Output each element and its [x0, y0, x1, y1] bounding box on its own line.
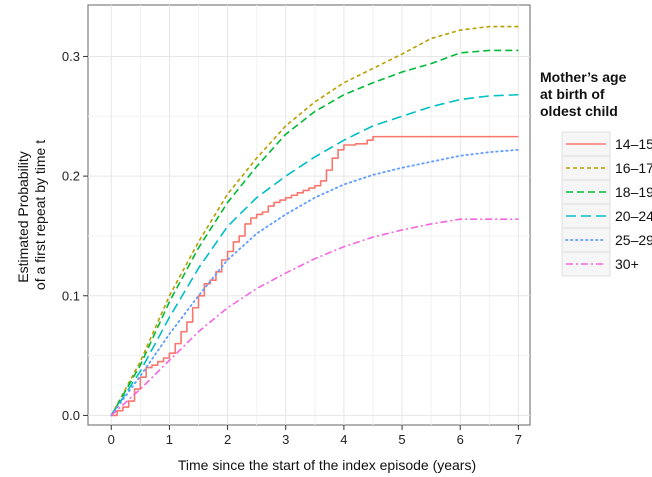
legend: Mother’s age at birth of oldest child 14…	[540, 69, 652, 277]
grid	[88, 5, 530, 425]
series-line-4	[110, 93, 519, 416]
series-lines	[110, 25, 520, 417]
plot-background	[87, 4, 531, 426]
axis-ticks: 0 1 2 3 4 5 6 7 0.0 0.1 0.2 0.3	[62, 49, 522, 447]
legend-label: 30+	[615, 256, 639, 272]
x-tick-label: 4	[340, 432, 347, 447]
y-tick-label: 0.0	[62, 408, 80, 423]
y-axis-title-line-2: of a first repeat by time t	[32, 140, 48, 290]
series-line-5	[110, 148, 520, 417]
legend-label: 14–15	[615, 136, 652, 152]
legend-label: 18–19	[615, 184, 652, 200]
legend-title-line-2: at birth of	[540, 86, 605, 102]
legend-label: 20–24	[615, 208, 652, 224]
legend-items: 14–15 16–17 18–19 20–24 25–29 30+	[561, 131, 652, 277]
x-tick-label: 7	[515, 432, 522, 447]
x-tick-label: 6	[457, 432, 464, 447]
x-axis-title: Time since the start of the index episod…	[178, 457, 476, 473]
series-line-6	[110, 218, 519, 417]
x-tick-label: 0	[108, 432, 115, 447]
x-tick-label: 2	[224, 432, 231, 447]
y-axis-title: Estimated Probability of a first repeat …	[15, 140, 48, 290]
x-tick-label: 1	[166, 432, 173, 447]
y-tick-label: 0.3	[62, 49, 80, 64]
y-axis-title-line-1: Estimated Probability	[15, 151, 31, 283]
x-tick-label: 3	[282, 432, 289, 447]
legend-label: 16–17	[615, 160, 652, 176]
legend-title: Mother’s age at birth of oldest child	[540, 69, 630, 119]
y-tick-label: 0.2	[62, 169, 80, 184]
x-tick-label: 5	[398, 432, 405, 447]
y-tick-label: 0.1	[62, 288, 80, 303]
legend-title-line-3: oldest child	[540, 103, 618, 119]
series-line-1	[111, 135, 519, 417]
series-line-3	[110, 49, 519, 416]
legend-label: 25–29	[615, 232, 652, 248]
legend-title-line-1: Mother’s age	[540, 69, 627, 85]
